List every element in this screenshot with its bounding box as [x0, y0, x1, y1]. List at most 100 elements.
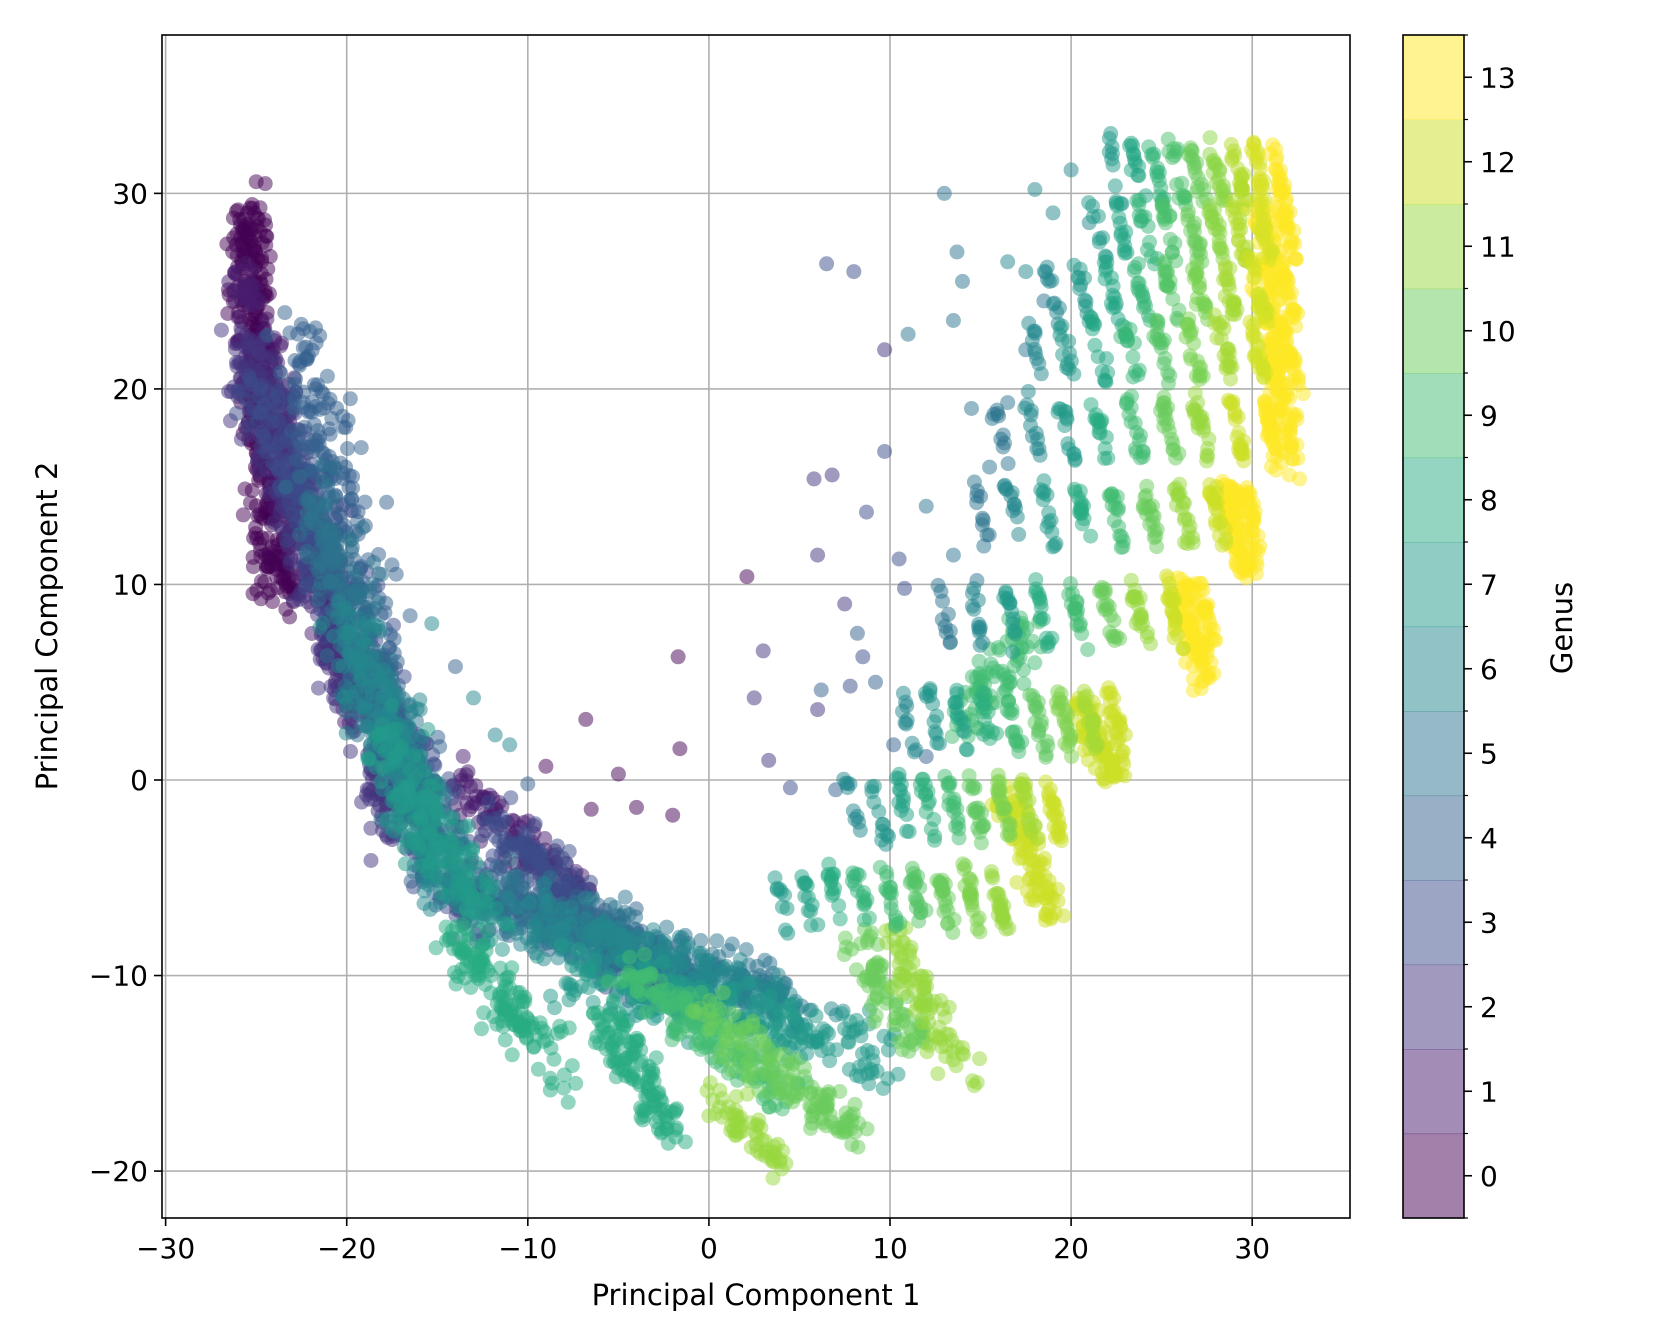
data-point [592, 1036, 608, 1052]
data-point [476, 1005, 492, 1021]
data-point [633, 986, 649, 1002]
data-point [447, 659, 463, 675]
data-point [726, 1006, 742, 1022]
data-point [865, 1053, 881, 1069]
data-point [955, 273, 970, 289]
data-point [345, 480, 361, 496]
data-point [879, 935, 895, 951]
data-point [1037, 850, 1053, 866]
data-point [213, 322, 229, 338]
data-point [847, 1096, 863, 1112]
data-point [516, 1023, 532, 1039]
data-point [638, 1004, 654, 1020]
data-point [819, 256, 835, 272]
data-point [233, 356, 248, 371]
data-point [609, 1042, 625, 1058]
data-point [466, 690, 481, 706]
data-point [886, 737, 902, 753]
data-point [546, 1051, 562, 1067]
data-point [623, 1070, 639, 1086]
data-point [230, 383, 246, 399]
data-point [553, 1023, 569, 1039]
data-point [259, 350, 275, 366]
data-point [320, 544, 335, 560]
data-point [424, 616, 440, 632]
data-point [520, 827, 536, 843]
data-point [868, 674, 883, 690]
data-point [894, 1006, 910, 1022]
data-point [460, 879, 476, 895]
data-point [605, 992, 621, 1008]
data-point [936, 185, 952, 201]
data-point [384, 697, 400, 713]
data-point [610, 927, 626, 943]
data-point [324, 410, 340, 426]
data-point [583, 801, 599, 817]
data-point [969, 1075, 985, 1091]
data-point [554, 937, 569, 953]
data-point [514, 879, 530, 895]
data-point [1186, 682, 1201, 698]
data-point [502, 852, 518, 868]
data-point [474, 1021, 489, 1037]
data-point [503, 790, 519, 806]
data-point [243, 495, 258, 511]
data-point [363, 853, 379, 868]
data-point [739, 569, 755, 585]
data-point [859, 504, 874, 520]
data-point [660, 982, 676, 998]
data-point [290, 431, 306, 446]
data-point [344, 491, 360, 507]
data-point [311, 680, 326, 696]
data-point [612, 974, 628, 990]
data-point [629, 799, 644, 815]
data-point [253, 573, 269, 589]
data-point [290, 326, 306, 342]
data-point [244, 297, 260, 313]
data-point [416, 883, 432, 899]
data-point [610, 766, 626, 782]
data-point [387, 733, 402, 749]
data-point [480, 895, 495, 911]
data-point [422, 901, 438, 917]
data-point [479, 921, 495, 937]
data-point [411, 808, 427, 824]
data-point [469, 945, 485, 961]
data-point [665, 807, 681, 823]
data-point [260, 549, 276, 565]
data-point [629, 1030, 645, 1046]
data-point [248, 526, 264, 542]
data-point [709, 933, 725, 949]
data-point [938, 1038, 954, 1054]
data-point [578, 966, 594, 982]
data-point [277, 305, 293, 321]
data-point [463, 980, 479, 995]
data-point [770, 1081, 786, 1097]
data-point [527, 816, 543, 832]
data-point [351, 655, 367, 671]
data-point [920, 1006, 936, 1022]
data-point [248, 174, 264, 190]
data-point [466, 795, 482, 811]
data-point [543, 988, 559, 1004]
data-point [700, 1035, 716, 1051]
data-point [301, 489, 317, 505]
data-point [380, 669, 395, 685]
data-point [337, 632, 353, 648]
data-point [1184, 627, 1200, 643]
data-point [282, 609, 298, 625]
data-point [478, 959, 494, 975]
data-point [810, 547, 826, 563]
data-point [1000, 254, 1016, 270]
data-point [330, 594, 346, 610]
data-point [292, 469, 308, 485]
data-point [370, 594, 386, 610]
data-point [893, 974, 909, 990]
data-point [782, 997, 798, 1013]
data-point [240, 416, 256, 432]
data-point [464, 894, 480, 910]
data-point [500, 891, 516, 906]
data-point [566, 987, 581, 1002]
data-point [259, 311, 275, 327]
